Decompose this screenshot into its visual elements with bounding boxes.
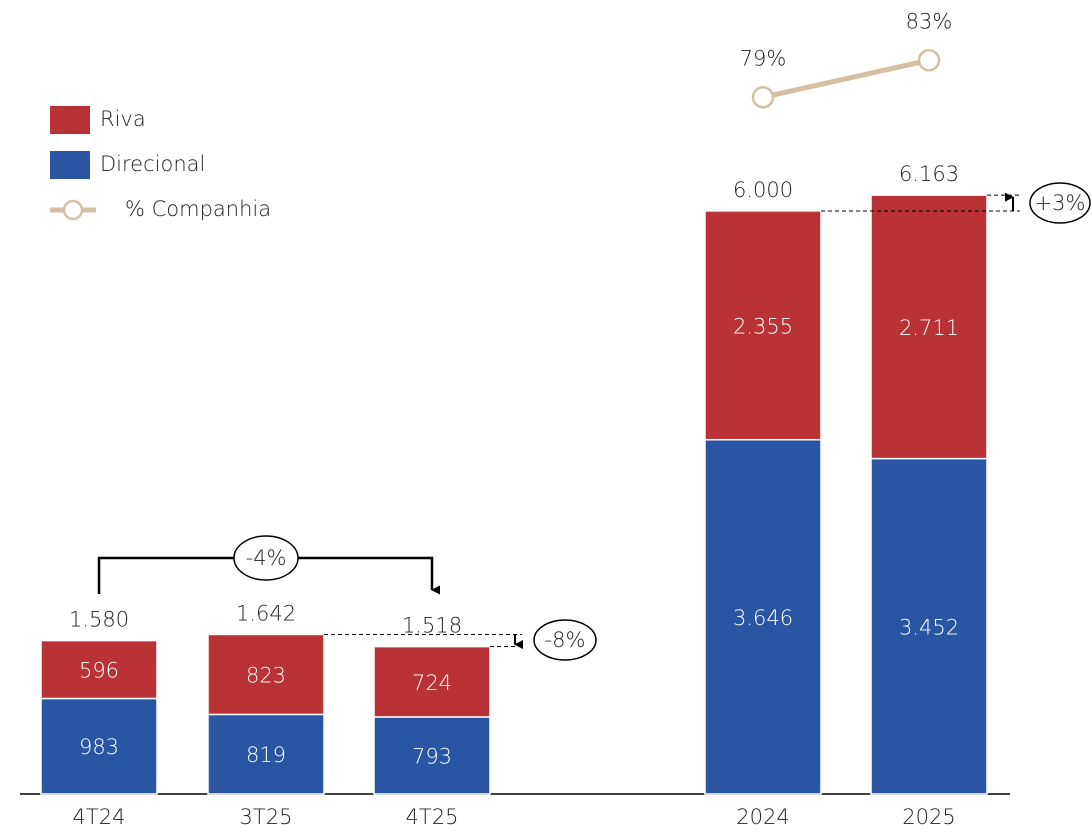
annotation-bubble bbox=[1029, 182, 1091, 224]
bar-segment bbox=[373, 716, 491, 795]
line-label: 79% bbox=[740, 46, 787, 70]
bar-segment bbox=[704, 438, 822, 795]
value-label: 724 bbox=[412, 671, 452, 695]
value-label: 2.355 bbox=[733, 314, 793, 338]
annotation-bubble bbox=[533, 619, 597, 661]
annotation: +3% bbox=[1035, 191, 1086, 215]
bar-segment bbox=[40, 697, 158, 795]
line-label: 83% bbox=[906, 9, 953, 33]
value-label: 823 bbox=[246, 663, 286, 687]
value-label: 819 bbox=[246, 743, 286, 767]
bar-segment bbox=[704, 210, 822, 441]
line-marker bbox=[917, 49, 941, 72]
line-marker bbox=[751, 86, 775, 109]
x-tick-label: 4T24 bbox=[73, 805, 126, 829]
value-label: 3.646 bbox=[733, 606, 793, 630]
bar-segment bbox=[373, 645, 491, 718]
legend-label: Direcional bbox=[100, 152, 205, 176]
bar-segment bbox=[870, 457, 988, 795]
value-label: 983 bbox=[79, 735, 119, 759]
bar-segment bbox=[40, 639, 158, 700]
annotation-bubble bbox=[233, 535, 299, 581]
line bbox=[762, 57, 930, 100]
x-tick-label: 2024 bbox=[736, 805, 789, 829]
total-label: 1.642 bbox=[236, 601, 296, 625]
annotation: -8% bbox=[545, 628, 586, 652]
value-label: 793 bbox=[412, 744, 452, 768]
x-tick-label: 2025 bbox=[902, 805, 955, 829]
x-tick-label: 4T25 bbox=[406, 805, 459, 829]
bar-segment bbox=[207, 633, 325, 716]
legend-swatch bbox=[50, 106, 90, 134]
legend-label: % Companhia bbox=[125, 197, 271, 221]
x-tick-label: 3T25 bbox=[240, 805, 293, 829]
total-label: 1.518 bbox=[402, 614, 462, 638]
total-label: 6.163 bbox=[899, 162, 959, 186]
total-label: 1.580 bbox=[69, 607, 129, 631]
legend-label: Riva bbox=[100, 107, 146, 131]
legend-marker bbox=[62, 199, 84, 221]
value-label: 3.452 bbox=[899, 615, 959, 639]
value-label: 596 bbox=[79, 659, 119, 683]
legend-swatch bbox=[50, 151, 90, 179]
total-label: 6.000 bbox=[733, 178, 793, 202]
bar-segment bbox=[870, 194, 988, 460]
value-label: 2.711 bbox=[899, 316, 959, 340]
annotation: -4% bbox=[246, 546, 287, 570]
